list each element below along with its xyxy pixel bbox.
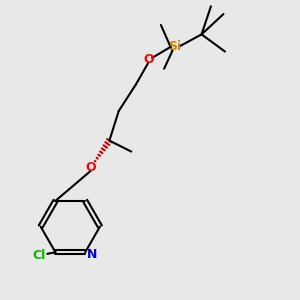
Text: O: O	[85, 161, 96, 174]
Text: Si: Si	[168, 40, 182, 53]
Text: N: N	[87, 248, 97, 261]
Text: O: O	[143, 53, 154, 66]
Text: Cl: Cl	[33, 249, 46, 262]
